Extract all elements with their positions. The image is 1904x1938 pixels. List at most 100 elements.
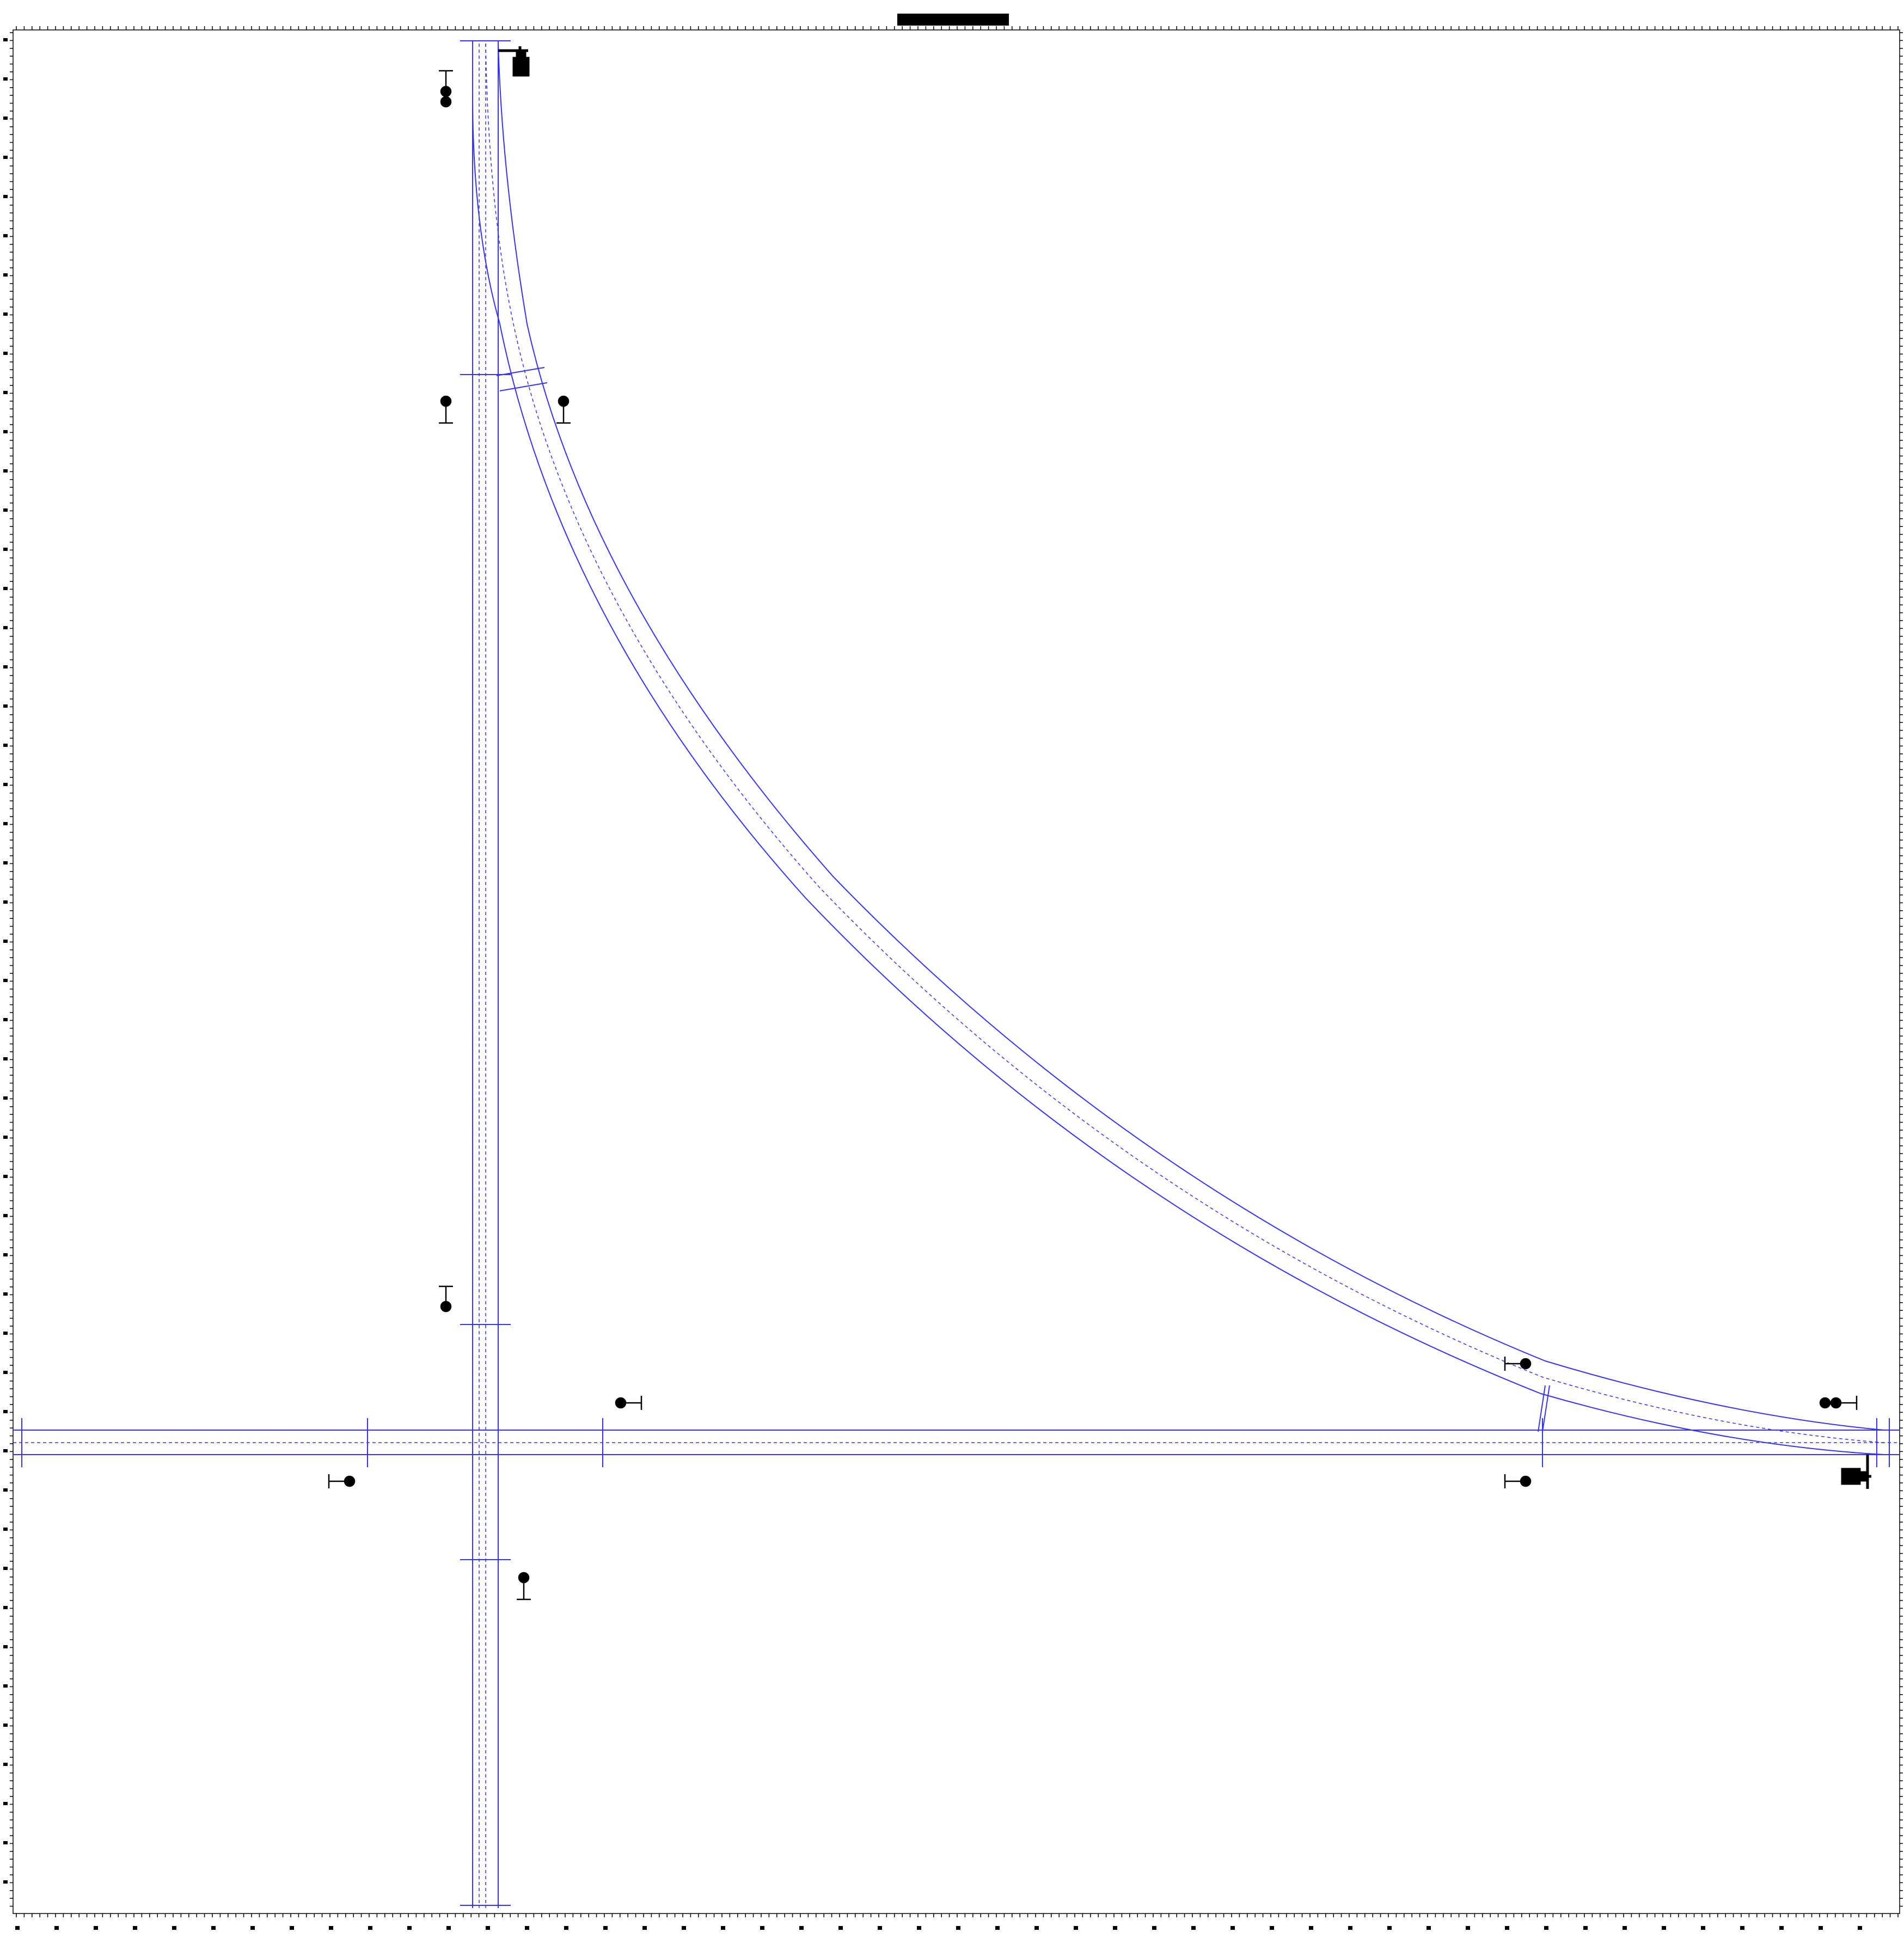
axis-tick-icon [1152, 1926, 1156, 1930]
axis-tick-icon [1230, 1926, 1235, 1930]
axis-tick-icon [3, 508, 8, 512]
top-label-bar [897, 14, 1009, 26]
axis-tick-icon [642, 1926, 647, 1930]
axis-tick-icon [3, 861, 8, 864]
axis-tick-icon [3, 1332, 8, 1335]
axis-tick-icon [3, 273, 8, 277]
axis-tick-icon [1819, 1926, 1823, 1930]
axis-tick-icon [1074, 1926, 1078, 1930]
axis-tick-icon [172, 1926, 176, 1930]
axis-tick-icon [682, 1926, 686, 1930]
axis-tick-icon [3, 1018, 8, 1021]
axis-tick-icon [3, 1253, 8, 1256]
axis-tick-icon [3, 744, 8, 747]
axis-tick-icon [799, 1926, 804, 1930]
axis-tick-icon [3, 391, 8, 394]
axis-tick-icon [721, 1926, 725, 1930]
signal-icon [440, 1301, 452, 1313]
axis-tick-icon [446, 1926, 451, 1930]
axis-tick-icon [3, 1096, 8, 1100]
axis-ticks [10, 26, 1903, 1917]
curved-track [472, 43, 1884, 1455]
axis-tick-icon [368, 1926, 372, 1930]
axis-tick-icon [3, 1214, 8, 1217]
axis-tick-icon [3, 469, 8, 473]
axis-tick-icon [525, 1926, 529, 1930]
axis-tick-icon [838, 1926, 843, 1930]
axis-tick-icon [3, 822, 8, 825]
frame [13, 29, 1900, 1914]
axis-tick-icon [3, 1684, 8, 1688]
axis-tick-icon [3, 234, 8, 237]
axis-tick-icon [3, 1175, 8, 1178]
axis-tick-icon [3, 116, 8, 120]
axis-tick-icon [3, 626, 8, 629]
axis-tick-icon [1191, 1926, 1196, 1930]
axis-tick-icon [1034, 1926, 1039, 1930]
axis-tick-icon [1858, 1926, 1862, 1930]
axis-tick-icon [3, 156, 8, 159]
axis-tick-icon [3, 1567, 8, 1570]
axis-tick-icon [1387, 1926, 1392, 1930]
axis-tick-icon [54, 1926, 59, 1930]
axis-tick-icon [1427, 1926, 1431, 1930]
axis-tick-icon [3, 783, 8, 786]
signals [328, 70, 1858, 1600]
buffer-stops [498, 46, 1871, 1489]
axis-tick-icon [94, 1926, 98, 1930]
axis-tick-icon [3, 1136, 8, 1139]
axis-tick-icon [1662, 1926, 1666, 1930]
axis-tick-icon [133, 1926, 137, 1930]
axis-tick-icon [3, 1292, 8, 1296]
axis-tick-icon [3, 1606, 8, 1609]
axis-tick-icon [250, 1926, 255, 1930]
axis-tick-icon [917, 1926, 921, 1930]
axis-tick-icon [3, 1528, 8, 1531]
axis-tick-icon [3, 704, 8, 708]
buffer-stop-icon [1841, 1468, 1861, 1485]
axis-tick-icon [3, 1057, 8, 1060]
axis-tick-markers [3, 38, 1862, 1930]
axis-tick-icon [3, 195, 8, 198]
axis-tick-icon [1309, 1926, 1313, 1930]
axis-tick-icon [3, 77, 8, 81]
axis-tick-icon [1505, 1926, 1509, 1930]
axis-tick-icon [1779, 1926, 1784, 1930]
axis-tick-icon [329, 1926, 333, 1930]
signal-icon [1819, 1397, 1831, 1409]
axis-tick-icon [3, 940, 8, 943]
vertical-track [460, 40, 511, 1908]
axis-tick-icon [3, 900, 8, 904]
axis-tick-icon [1466, 1926, 1470, 1930]
axis-tick-icon [878, 1926, 882, 1930]
axis-tick-icon [1113, 1926, 1117, 1930]
axis-tick-icon [995, 1926, 1000, 1930]
axis-tick-icon [3, 1841, 8, 1844]
axis-tick-icon [3, 1880, 8, 1884]
axis-tick-icon [3, 1371, 8, 1374]
axis-tick-icon [1270, 1926, 1274, 1930]
axis-tick-icon [407, 1926, 412, 1930]
axis-tick-icon [486, 1926, 490, 1930]
axis-tick-icon [3, 38, 8, 41]
axis-tick-icon [211, 1926, 216, 1930]
axis-tick-icon [3, 1724, 8, 1727]
axis-tick-icon [760, 1926, 764, 1930]
axis-tick-icon [3, 352, 8, 355]
axis-tick-icon [1583, 1926, 1588, 1930]
axis-tick-icon [3, 1802, 8, 1805]
axis-tick-icon [1623, 1926, 1627, 1930]
axis-tick-icon [290, 1926, 294, 1930]
axis-tick-icon [564, 1926, 568, 1930]
axis-tick-icon [1740, 1926, 1744, 1930]
axis-tick-icon [3, 312, 8, 316]
buffer-stop-icon [512, 57, 530, 77]
signal-icon [440, 96, 452, 108]
axis-tick-icon [3, 1410, 8, 1413]
axis-tick-icon [3, 1645, 8, 1648]
axis-tick-icon [3, 1763, 8, 1766]
axis-tick-icon [956, 1926, 960, 1930]
axis-tick-icon [1544, 1926, 1548, 1930]
axis-tick-icon [3, 665, 8, 669]
